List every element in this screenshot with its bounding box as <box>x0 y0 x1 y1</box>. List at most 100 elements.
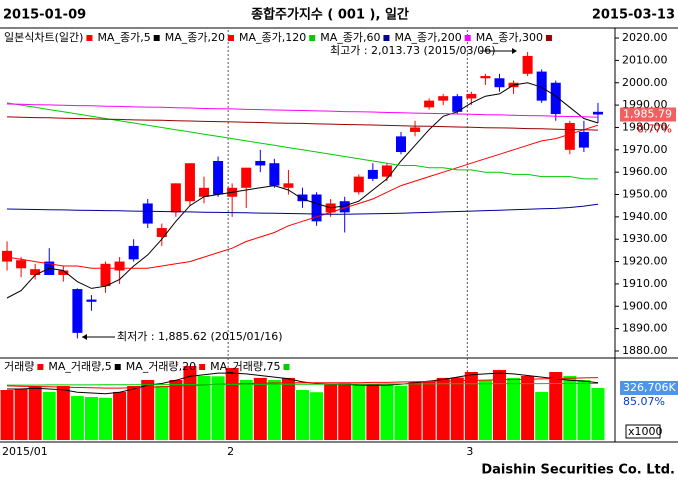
candle-body <box>297 194 308 202</box>
volume-bar <box>408 382 422 440</box>
candle-body <box>184 163 195 202</box>
volume-bar <box>521 375 535 440</box>
candle-body <box>255 160 266 166</box>
volume-bar <box>366 383 380 440</box>
candle-body <box>578 131 589 148</box>
candle-body <box>156 228 167 237</box>
candle-body <box>410 127 421 132</box>
volume-bar <box>225 368 239 440</box>
legend-marker <box>283 364 290 370</box>
legend-marker <box>114 364 121 370</box>
price-box <box>620 107 676 122</box>
start-date: 2015-01-09 <box>3 8 86 23</box>
candle-body <box>114 261 125 271</box>
candle-body <box>86 299 97 302</box>
legend-marker <box>309 35 316 41</box>
unit-box <box>625 424 661 439</box>
candle-body <box>58 270 69 275</box>
y-tick-label: 1900.00 <box>622 299 668 312</box>
y-tick-label: 2010.00 <box>622 53 668 66</box>
ma-line <box>6 203 599 215</box>
legend-marker <box>153 35 160 41</box>
volume-bar <box>141 379 155 440</box>
volume-bar <box>436 377 450 440</box>
volume-bar <box>324 383 338 440</box>
candle-body <box>339 201 350 213</box>
volume-bar <box>84 397 98 440</box>
candle-body <box>550 82 561 115</box>
volume-bar <box>394 385 408 440</box>
y-tick-label: 1980.00 <box>622 120 668 133</box>
x-tick-label: 3 <box>466 445 473 458</box>
legend-marker <box>86 35 93 41</box>
volume-bar <box>14 389 28 440</box>
legend-marker <box>227 35 234 41</box>
volume-bar <box>99 397 113 440</box>
candle-body <box>424 100 435 108</box>
legend-label: MA_종가,120 <box>239 31 306 44</box>
y-tick-label: 1880.00 <box>622 344 668 357</box>
legend-marker <box>199 364 206 370</box>
candle-body <box>283 183 294 188</box>
legend-label: MA_종가,200 <box>394 31 461 44</box>
ma-line <box>6 116 599 131</box>
candle-body <box>142 203 153 224</box>
legend-label: 일본식차트(일간) <box>4 30 83 44</box>
volume-bar <box>70 396 84 440</box>
volume-bar <box>577 379 591 440</box>
volume-bar <box>239 379 253 440</box>
volume-bar <box>338 383 352 440</box>
candle-body <box>438 96 449 101</box>
candle-body <box>395 136 406 153</box>
y-tick-label: 1970.00 <box>622 143 668 156</box>
y-tick-label: 1940.00 <box>622 210 668 223</box>
volume-label: 326,706K <box>623 381 676 394</box>
volume-bar <box>28 386 42 440</box>
candle-body <box>381 165 392 177</box>
volume-bar <box>549 372 563 440</box>
annotation-arrow <box>82 334 87 340</box>
volume-bar <box>563 375 577 440</box>
candle-body <box>72 289 83 333</box>
x-tick-label: 2 <box>227 445 234 458</box>
volume-bar <box>169 379 183 440</box>
high-annotation: 최고가 : 2,013.73 (2015/03/06) <box>330 44 496 57</box>
legend-label: MA_종가,60 <box>320 31 380 44</box>
ma-line <box>6 124 599 269</box>
legend-label: MA_종가,300 <box>476 31 543 44</box>
legend-marker <box>545 35 552 41</box>
price-label: 1,985.79 <box>623 108 672 121</box>
legend-marker <box>383 35 390 41</box>
legend-label: MA_거래량,20 <box>126 360 196 373</box>
volume-box <box>620 380 678 395</box>
candle-body <box>592 111 603 115</box>
ma-line <box>6 377 599 389</box>
volume-bar <box>211 376 225 440</box>
y-tick-label: 1910.00 <box>622 277 668 290</box>
legend-label: MA_거래량,75 <box>210 360 280 373</box>
volume-bar <box>253 377 267 440</box>
volume-bar <box>56 386 70 440</box>
candle-body <box>241 167 252 188</box>
volume-bar <box>478 379 492 440</box>
legend-label: MA_종가,20 <box>165 31 225 44</box>
end-date: 2015-03-13 <box>592 8 675 23</box>
volume-bar <box>267 379 281 440</box>
volume-bar <box>0 390 14 440</box>
volume-bar <box>310 392 324 440</box>
unit-label: x1000 <box>628 425 663 438</box>
volume-bar <box>422 381 436 440</box>
candle-body <box>269 163 280 186</box>
ma-line <box>6 102 598 180</box>
y-tick-label: 1930.00 <box>622 232 668 245</box>
y-tick-label: 1890.00 <box>622 322 668 335</box>
candle-body <box>494 78 505 88</box>
volume-bar <box>42 391 56 440</box>
volume-bar <box>296 390 309 440</box>
volume-bar <box>591 387 605 440</box>
y-tick-label: 1950.00 <box>622 188 668 201</box>
volume-bar <box>155 386 169 440</box>
y-tick-label: 1960.00 <box>622 165 668 178</box>
ratio-label: 85.07% <box>623 395 665 408</box>
